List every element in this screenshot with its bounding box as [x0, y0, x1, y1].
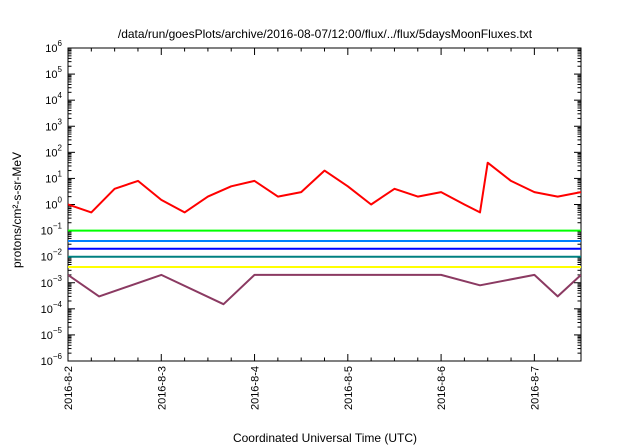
- y-tick-label: 100: [45, 196, 62, 212]
- y-axis-label: protons/cm²-s-sr-MeV: [10, 152, 24, 268]
- y-tick-label: 103: [45, 117, 62, 133]
- x-tick-label: 2016-8-6: [436, 366, 448, 410]
- y-tick-label: 10−2: [41, 248, 63, 264]
- y-tick-label: 10−1: [41, 222, 63, 238]
- x-tick-label: 2016-8-5: [343, 366, 355, 410]
- x-tick-label: 2016-8-3: [156, 366, 168, 410]
- y-tick-label: 102: [45, 143, 62, 159]
- x-tick-label: 2016-8-4: [250, 366, 262, 410]
- y-tick-label: 10−3: [41, 274, 63, 290]
- y-tick-label: 101: [45, 169, 62, 185]
- x-tick-label: 2016-8-7: [529, 366, 541, 410]
- y-tick-label: 105: [45, 65, 62, 81]
- y-tick-label: 104: [45, 91, 62, 107]
- series-line-6: [68, 273, 581, 306]
- y-tick-label: 10−6: [41, 352, 63, 368]
- x-axis-label: Coordinated Universal Time (UTC): [233, 431, 417, 445]
- y-tick-label: 106: [45, 39, 62, 55]
- series-line-0: [68, 161, 581, 214]
- y-tick-label: 10−4: [41, 300, 63, 316]
- x-tick-label: 2016-8-2: [63, 366, 75, 410]
- chart-title: /data/run/goesPlots/archive/2016-08-07/1…: [118, 27, 533, 41]
- plot-area: 10−6 10−5 10−4 10−3 10−2 10−1 100 101 102 103 104 1…: [41, 39, 582, 410]
- y-tick-label: 10−5: [41, 326, 63, 342]
